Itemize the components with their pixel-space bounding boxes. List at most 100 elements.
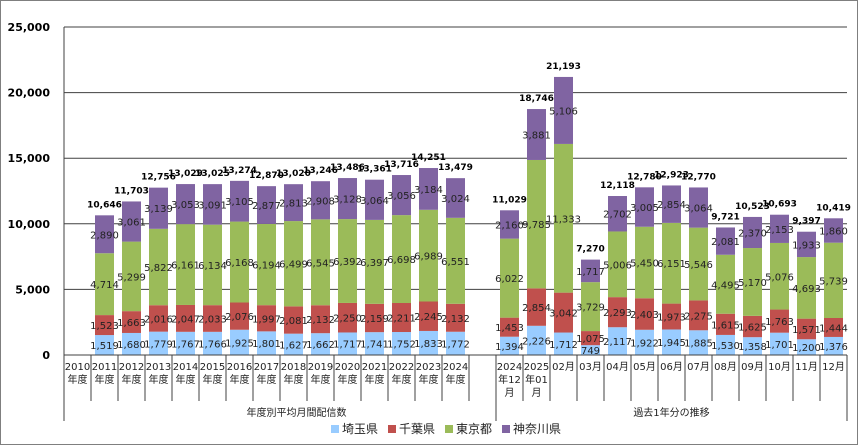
total-label: 13,020 bbox=[276, 169, 311, 179]
data-label: 2,132 bbox=[441, 314, 470, 325]
bar-segment bbox=[500, 336, 519, 355]
bar-segment bbox=[149, 331, 168, 355]
bar-segment bbox=[581, 345, 600, 355]
data-label: 1,376 bbox=[819, 342, 848, 353]
x-tick-label: 年度 bbox=[338, 373, 358, 386]
bar-segment bbox=[770, 242, 789, 310]
total-label: 14,251 bbox=[411, 153, 446, 163]
data-label: 1,772 bbox=[441, 339, 470, 350]
bar-segment bbox=[95, 335, 114, 355]
bar-segment bbox=[743, 248, 762, 316]
legend-swatch bbox=[331, 425, 339, 433]
bar-segment bbox=[581, 331, 600, 346]
bar-segment bbox=[608, 196, 627, 232]
y-tick-label: 5,000 bbox=[15, 283, 50, 296]
data-label: 1,885 bbox=[684, 339, 713, 350]
data-label: 11,333 bbox=[546, 214, 581, 225]
data-label: 1,860 bbox=[819, 227, 848, 238]
bar-segment bbox=[176, 224, 195, 305]
x-tick-label: 2015 bbox=[200, 362, 225, 373]
bar-segment bbox=[338, 219, 357, 303]
data-label: 1,571 bbox=[792, 325, 821, 336]
y-tick-label: 15,000 bbox=[8, 152, 51, 165]
data-label: 2,245 bbox=[414, 312, 443, 323]
data-label: 2,275 bbox=[684, 311, 713, 322]
bar-segment bbox=[257, 186, 276, 224]
x-tick-label: 06月 bbox=[660, 361, 683, 373]
data-label: 4,714 bbox=[90, 280, 119, 291]
x-tick-label: 年度 bbox=[257, 373, 277, 386]
total-label: 13,361 bbox=[357, 165, 392, 175]
bar-segment bbox=[608, 231, 627, 298]
data-label: 3,139 bbox=[144, 204, 173, 215]
data-label: 5,739 bbox=[819, 276, 848, 287]
x-tick-label: 2011 bbox=[92, 362, 117, 373]
data-label: 2,047 bbox=[171, 314, 200, 325]
bar-segment bbox=[203, 184, 222, 225]
data-label: 1,922 bbox=[630, 338, 659, 349]
data-label: 1,625 bbox=[738, 323, 767, 334]
data-label: 2,117 bbox=[603, 337, 632, 348]
data-label: 3,042 bbox=[549, 309, 578, 320]
data-label: 3,184 bbox=[414, 185, 443, 196]
bar-segment bbox=[527, 159, 546, 289]
total-label: 11,029 bbox=[492, 195, 527, 205]
x-tick-label: 年度 bbox=[446, 373, 466, 386]
bar-segment bbox=[122, 241, 141, 312]
data-label: 1,627 bbox=[279, 340, 308, 351]
bar-segment bbox=[419, 301, 438, 331]
bar-segment bbox=[257, 331, 276, 355]
data-label: 2,890 bbox=[90, 230, 119, 241]
bar-segment bbox=[446, 178, 465, 218]
legend-label: 千葉県 bbox=[399, 422, 435, 436]
total-label: 12,118 bbox=[600, 181, 635, 191]
total-label: 18,746 bbox=[519, 94, 554, 104]
x-tick-label: 2016 bbox=[227, 362, 252, 373]
data-label: 1,712 bbox=[549, 340, 578, 351]
bar-segment bbox=[392, 303, 411, 333]
data-label: 2,908 bbox=[306, 196, 335, 207]
bar-segment bbox=[500, 317, 519, 337]
x-tick-label: 07月 bbox=[687, 361, 710, 373]
bar-segment bbox=[689, 330, 708, 355]
data-label: 3,881 bbox=[522, 131, 551, 142]
x-tick-label: 2024 bbox=[497, 362, 522, 373]
legend-label: 埼玉県 bbox=[342, 422, 378, 436]
data-label: 2,211 bbox=[387, 314, 416, 325]
data-label: 1,741 bbox=[360, 340, 389, 351]
data-label: 2,160 bbox=[495, 220, 524, 231]
bar-segment bbox=[554, 292, 573, 333]
total-label: 10,523 bbox=[735, 202, 770, 212]
bar-segment bbox=[95, 253, 114, 316]
data-label: 2,226 bbox=[522, 336, 551, 347]
bar-segment bbox=[149, 228, 168, 306]
data-label: 2,854 bbox=[657, 200, 686, 211]
bar-segment bbox=[338, 302, 357, 333]
x-tick-label: 2013 bbox=[146, 362, 171, 373]
y-tick-label: 10,000 bbox=[8, 218, 51, 231]
data-label: 1,752 bbox=[387, 340, 416, 351]
bar-segment bbox=[149, 305, 168, 332]
data-label: 3,061 bbox=[117, 218, 146, 229]
data-label: 5,006 bbox=[603, 260, 632, 271]
bar-segment bbox=[392, 175, 411, 216]
data-label: 2,877 bbox=[252, 201, 281, 212]
bar-segment bbox=[743, 337, 762, 355]
data-label: 2,370 bbox=[738, 228, 767, 239]
data-label: 3,056 bbox=[387, 191, 416, 202]
data-label: 9,785 bbox=[522, 220, 551, 231]
bar-segment bbox=[230, 221, 249, 303]
x-tick-label: 10月 bbox=[768, 361, 791, 373]
bar-segment bbox=[284, 221, 303, 307]
data-label: 1,523 bbox=[90, 321, 119, 332]
total-label: 13,029 bbox=[168, 169, 203, 179]
data-label: 1,767 bbox=[171, 339, 200, 350]
data-label: 1,680 bbox=[117, 340, 146, 351]
data-label: 5,299 bbox=[117, 272, 146, 283]
x-tick-label: 年度 bbox=[95, 373, 115, 386]
data-label: 5,822 bbox=[144, 263, 173, 274]
data-label: 3,105 bbox=[225, 197, 254, 208]
bar-segment bbox=[662, 303, 681, 330]
data-label: 5,106 bbox=[549, 106, 578, 117]
total-label: 9,397 bbox=[792, 217, 820, 227]
